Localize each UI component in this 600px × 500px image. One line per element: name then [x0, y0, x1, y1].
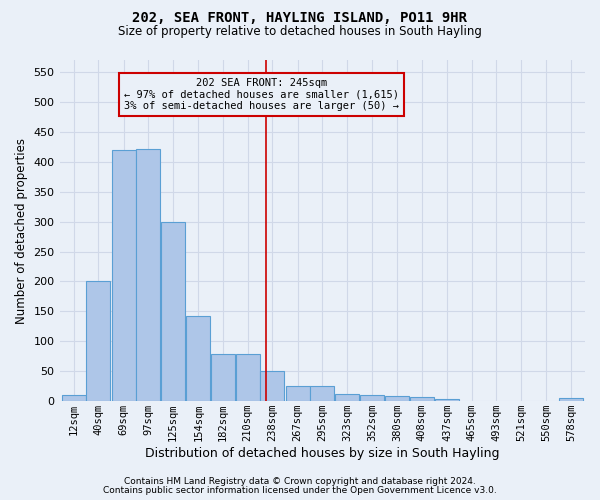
Text: Contains HM Land Registry data © Crown copyright and database right 2024.: Contains HM Land Registry data © Crown c…	[124, 477, 476, 486]
Bar	[236, 354, 260, 401]
Bar	[260, 371, 284, 401]
Bar	[86, 282, 110, 401]
Bar	[310, 386, 334, 401]
Bar	[62, 395, 86, 401]
Bar	[211, 354, 235, 401]
Bar	[559, 398, 583, 401]
Text: 202, SEA FRONT, HAYLING ISLAND, PO11 9HR: 202, SEA FRONT, HAYLING ISLAND, PO11 9HR	[133, 11, 467, 25]
Bar	[161, 222, 185, 401]
Bar	[112, 150, 136, 401]
Bar	[385, 396, 409, 401]
Bar	[435, 399, 459, 401]
Text: 202 SEA FRONT: 245sqm
← 97% of detached houses are smaller (1,615)
3% of semi-de: 202 SEA FRONT: 245sqm ← 97% of detached …	[124, 78, 399, 111]
Bar	[410, 397, 434, 401]
Y-axis label: Number of detached properties: Number of detached properties	[15, 138, 28, 324]
Bar	[136, 148, 160, 401]
Text: Size of property relative to detached houses in South Hayling: Size of property relative to detached ho…	[118, 25, 482, 38]
Bar	[187, 316, 211, 401]
Bar	[286, 386, 310, 401]
Bar	[335, 394, 359, 401]
X-axis label: Distribution of detached houses by size in South Hayling: Distribution of detached houses by size …	[145, 447, 500, 460]
Bar	[361, 395, 385, 401]
Text: Contains public sector information licensed under the Open Government Licence v3: Contains public sector information licen…	[103, 486, 497, 495]
